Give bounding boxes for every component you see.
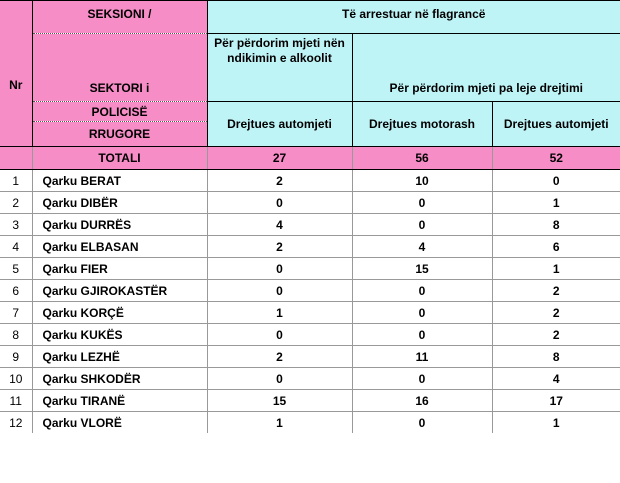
value-car-alcohol: 2 (206, 345, 352, 368)
value-moto-no-license: 0 (351, 411, 492, 433)
alcohol-header: Për përdorim mjeti nën ndikimin e alkool… (206, 33, 353, 102)
district-name: Qarku DIBËR (32, 191, 207, 214)
district-name: Qarku SHKODËR (32, 367, 207, 390)
value-car-no-license: 6 (491, 235, 620, 258)
value-moto-no-license: 15 (351, 257, 492, 280)
value-car-no-license: 0 (491, 169, 620, 192)
value-car-no-license: 4 (491, 367, 620, 390)
value-car-no-license: 8 (491, 213, 620, 236)
table-row: 10 Qarku SHKODËR 0 0 4 (0, 367, 620, 390)
nr-header: Nr (9, 77, 23, 92)
row-number: 3 (0, 213, 33, 236)
value-car-alcohol: 0 (206, 323, 352, 346)
table-row: 11 Qarku TIRANË 15 16 17 (0, 389, 620, 412)
value-car-alcohol: 0 (206, 367, 352, 390)
value-car-no-license: 2 (491, 323, 620, 346)
row-number: 7 (0, 301, 33, 324)
row-number: 4 (0, 235, 33, 258)
row-number: 11 (0, 389, 33, 412)
sector-header-line-4: RRUGORE (31, 121, 208, 147)
value-car-alcohol: 1 (206, 411, 352, 433)
row-number: 9 (0, 345, 33, 368)
table-row: 7 Qarku KORÇË 1 0 2 (0, 301, 620, 324)
district-name: Qarku GJIROKASTËR (32, 279, 207, 302)
sector-header-line-3: POLICISË (31, 101, 208, 122)
row-number: 10 (0, 367, 33, 390)
totals-row: TOTALI 27 56 52 (0, 146, 620, 170)
totals-nr (0, 146, 32, 170)
value-car-alcohol: 2 (206, 169, 352, 192)
value-moto-no-license: 0 (351, 279, 492, 302)
value-moto-no-license: 0 (351, 191, 492, 214)
value-moto-no-license: 0 (351, 213, 492, 236)
totals-value: 56 (351, 146, 492, 170)
value-car-no-license: 1 (491, 411, 620, 433)
value-car-no-license: 2 (491, 301, 620, 324)
table-row: 3 Qarku DURRËS 4 0 8 (0, 213, 620, 236)
value-moto-no-license: 16 (351, 389, 492, 412)
row-number: 6 (0, 279, 33, 302)
arrests-table: Nr SEKSIONI / Të arrestuar në flagrancë … (0, 0, 620, 433)
sector-header-line-1: SEKSIONI / (31, 0, 208, 34)
value-car-no-license: 1 (491, 257, 620, 280)
district-name: Qarku DURRËS (32, 213, 207, 236)
value-moto-no-license: 10 (351, 169, 492, 192)
totals-value: 27 (206, 146, 352, 170)
arrested-header: Të arrestuar në flagrancë (206, 0, 620, 34)
value-moto-no-license: 4 (351, 235, 492, 258)
row-number: 1 (0, 169, 33, 192)
value-car-alcohol: 4 (206, 213, 352, 236)
value-car-alcohol: 0 (206, 191, 352, 214)
nr-header-cell: Nr (0, 0, 33, 147)
district-name: Qarku LEZHË (32, 345, 207, 368)
value-moto-no-license: 0 (351, 367, 492, 390)
table-row: 12 Qarku VLORË 1 0 1 (0, 411, 620, 433)
district-name: Qarku VLORË (32, 411, 207, 433)
totals-value: 52 (491, 146, 620, 170)
district-name: Qarku FIER (32, 257, 207, 280)
sector-header-line-2: SEKTORI i (31, 33, 208, 102)
district-name: Qarku KORÇË (32, 301, 207, 324)
district-name: Qarku TIRANË (32, 389, 207, 412)
value-car-alcohol: 0 (206, 257, 352, 280)
col-car-a-header: Drejtues automjeti (206, 101, 353, 147)
value-moto-no-license: 0 (351, 301, 492, 324)
table-row: 9 Qarku LEZHË 2 11 8 (0, 345, 620, 368)
value-car-no-license: 17 (491, 389, 620, 412)
value-car-no-license: 8 (491, 345, 620, 368)
totals-label: TOTALI (31, 146, 207, 170)
table-row: 5 Qarku FIER 0 15 1 (0, 257, 620, 280)
row-number: 8 (0, 323, 33, 346)
col-moto-header: Drejtues motorash (351, 101, 493, 147)
table-row: 2 Qarku DIBËR 0 0 1 (0, 191, 620, 214)
value-car-no-license: 2 (491, 279, 620, 302)
col-car-b-header: Drejtues automjeti (491, 101, 620, 147)
value-car-alcohol: 15 (206, 389, 352, 412)
table-row: 1 Qarku BERAT 2 10 0 (0, 169, 620, 192)
district-name: Qarku ELBASAN (32, 235, 207, 258)
district-name: Qarku BERAT (32, 169, 207, 192)
table-row: 4 Qarku ELBASAN 2 4 6 (0, 235, 620, 258)
value-moto-no-license: 11 (351, 345, 492, 368)
value-moto-no-license: 0 (351, 323, 492, 346)
row-number: 5 (0, 257, 33, 280)
row-number: 2 (0, 191, 33, 214)
no-license-header: Për përdorim mjeti pa leje drejtimi (351, 33, 620, 102)
value-car-alcohol: 0 (206, 279, 352, 302)
table-row: 8 Qarku KUKËS 0 0 2 (0, 323, 620, 346)
table-row: 6 Qarku GJIROKASTËR 0 0 2 (0, 279, 620, 302)
row-number: 12 (0, 411, 33, 433)
value-car-alcohol: 1 (206, 301, 352, 324)
district-name: Qarku KUKËS (32, 323, 207, 346)
value-car-alcohol: 2 (206, 235, 352, 258)
value-car-no-license: 1 (491, 191, 620, 214)
